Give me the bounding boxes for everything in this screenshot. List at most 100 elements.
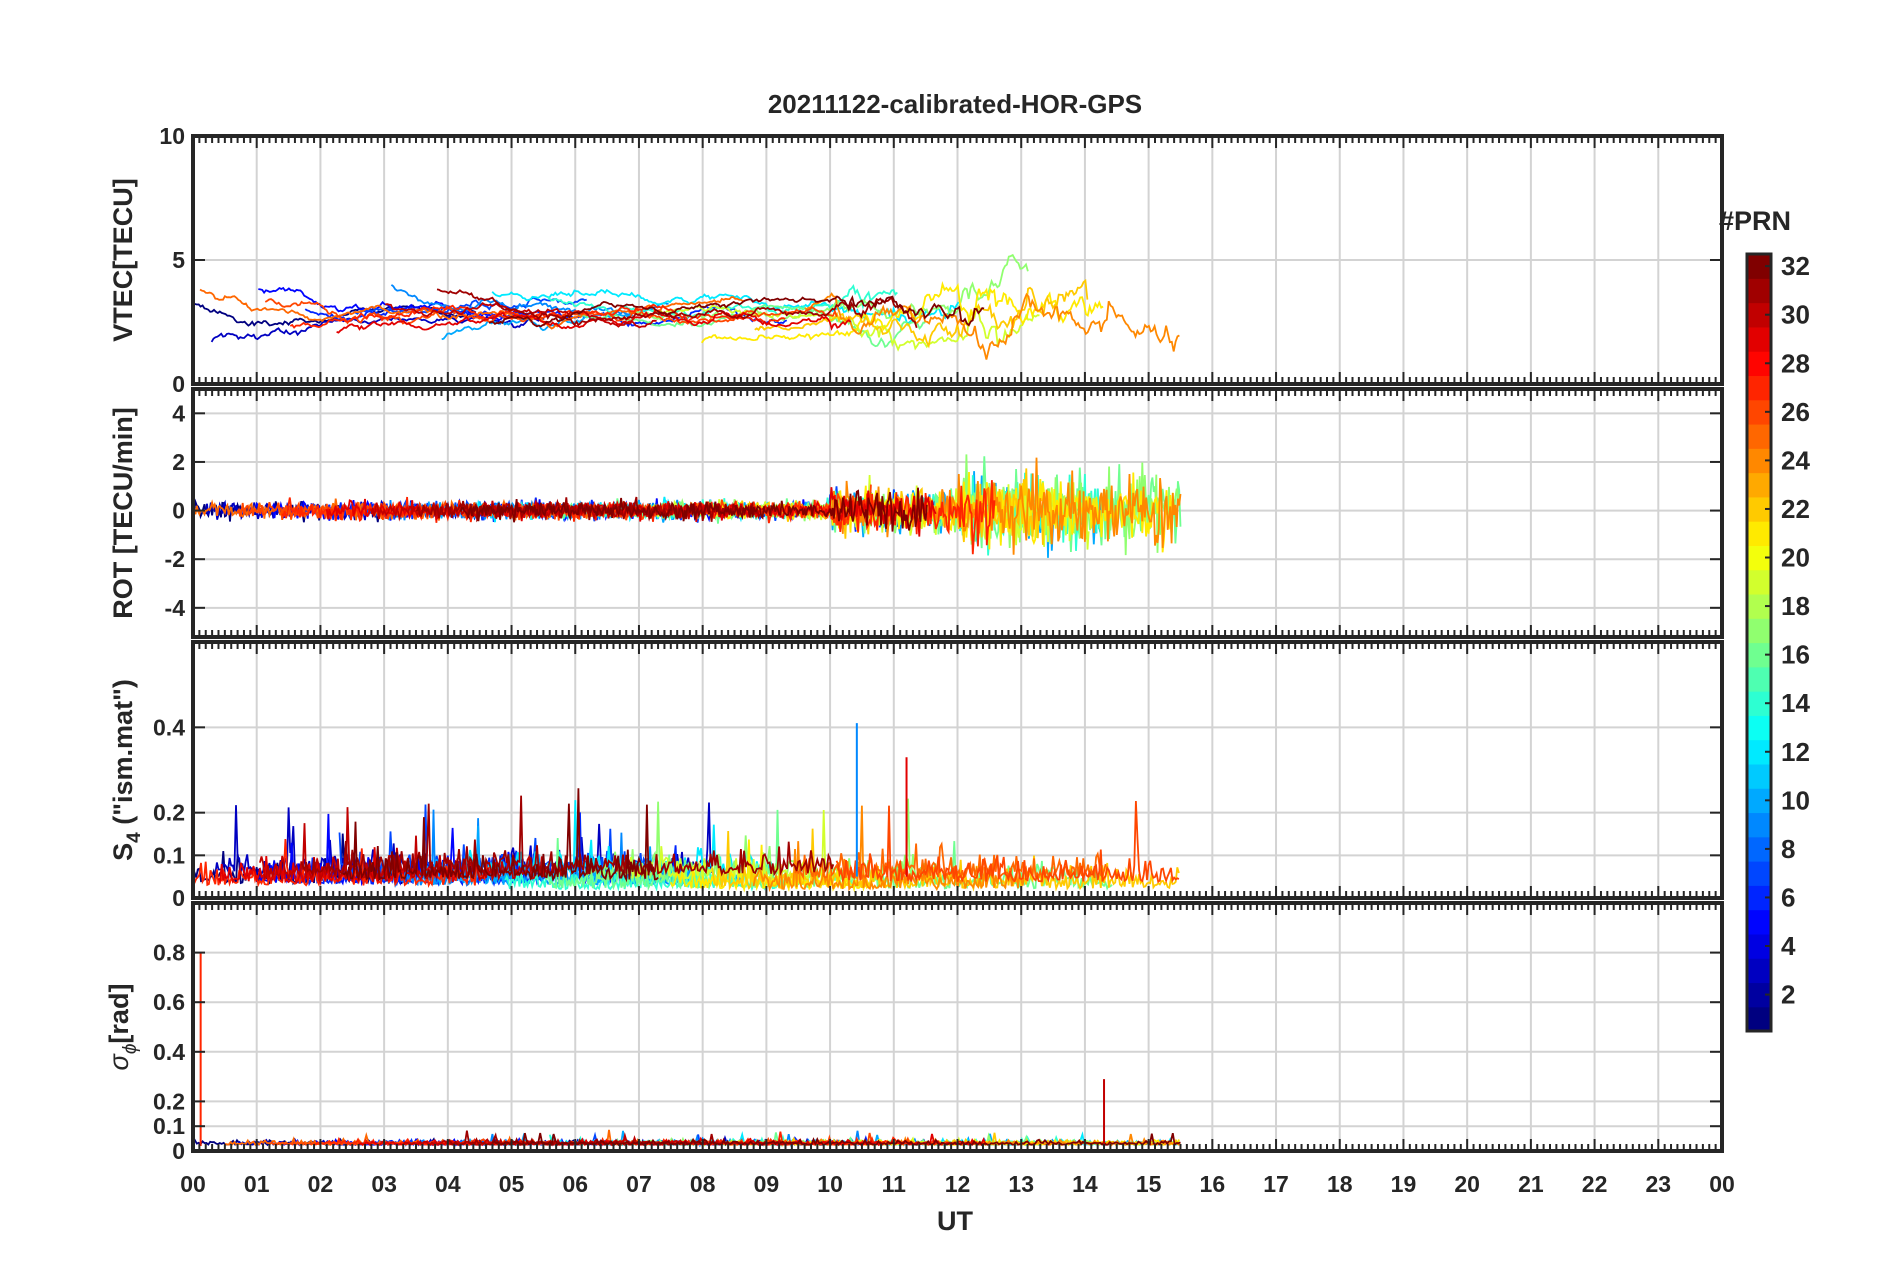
x-tick-label: 16 [1200, 1171, 1226, 1197]
x-tick-label: 00 [180, 1171, 206, 1197]
series-group [193, 723, 1180, 893]
colorbar-segment [1747, 278, 1771, 304]
y-axis-label-main: S [108, 843, 138, 861]
y-axis-label: ROT [TECU/min] [108, 407, 138, 618]
colorbar-segment [1747, 812, 1771, 838]
x-tick-labels: 00 01 02 03 04 05 06 07 08 09 10 11 12 13 14 15 16 17 18 19… [180, 1171, 1735, 1197]
x-tick-label: 23 [1645, 1171, 1671, 1197]
colorbar-tick-label: 2 [1781, 980, 1795, 1010]
x-tick-label: 06 [562, 1171, 588, 1197]
y-tick-label: 0 [172, 371, 185, 397]
colorbar-tick-label: 8 [1781, 834, 1795, 864]
x-tick-label: 18 [1327, 1171, 1353, 1197]
y-axis-label: VTEC[TECU] [108, 178, 138, 342]
x-axis-label: UT [937, 1206, 973, 1236]
series-prn-32 [342, 788, 659, 883]
y-tick-label: -2 [165, 546, 185, 572]
series-prn-26 [835, 800, 1180, 884]
y-axis-label-sub: ϕ [120, 1044, 141, 1055]
y-axis-label: S4 ("ism.mat") [108, 679, 145, 861]
x-tick-label: 04 [435, 1171, 461, 1197]
series-prn-26 [236, 484, 872, 527]
x-tick-label: 21 [1518, 1171, 1544, 1197]
colorbar-segment [1747, 909, 1771, 935]
colorbar-segment [1747, 472, 1771, 498]
y-tick-label: 0.4 [153, 714, 185, 740]
y-tick-label: 0 [172, 1138, 185, 1164]
series-prn-7 [353, 296, 587, 316]
colorbar-segment [1747, 569, 1771, 595]
y-tick-label: 0.4 [153, 1039, 185, 1065]
x-tick-label: 13 [1008, 1171, 1034, 1197]
x-tick-label: 07 [626, 1171, 652, 1197]
x-tick-label: 17 [1263, 1171, 1289, 1197]
y-tick-label: -4 [165, 595, 186, 621]
series-group [193, 454, 1182, 558]
y-tick-label: 0.2 [153, 1088, 185, 1114]
colorbar-tick-label: 4 [1781, 931, 1796, 961]
panel-vtec: 0 5 10 VTEC[TECU] [108, 123, 1724, 397]
colorbar-segment [1747, 521, 1771, 546]
colorbar-tick-label: 10 [1781, 785, 1810, 815]
panel-s4: 0 0.1 0.2 0.4 S4 ("ism.mat") [108, 640, 1724, 911]
x-tick-label: 10 [817, 1171, 843, 1197]
colorbar-segment [1747, 618, 1771, 644]
chart-title: 20211122-calibrated-HOR-GPS [768, 89, 1142, 119]
colorbar-tick-label: 30 [1781, 300, 1810, 330]
colorbar-segment [1747, 861, 1771, 886]
colorbar-segment [1747, 375, 1771, 401]
series-prn-16 [579, 303, 926, 349]
y-tick-label: 0.1 [153, 842, 185, 868]
y-tick-label: 0.2 [153, 800, 185, 826]
colorbar-tick-label: 6 [1781, 882, 1795, 912]
colorbar-tick-label: 26 [1781, 397, 1810, 427]
series-prn-32 [459, 487, 928, 532]
colorbar-tick-label: 12 [1781, 737, 1810, 767]
colorbar-tick-label: 28 [1781, 348, 1810, 378]
colorbar-tick-label: 24 [1781, 445, 1810, 475]
colorbar-tick-label: 14 [1781, 688, 1810, 718]
colorbar-segment [1747, 423, 1771, 449]
y-tick-label: 0.1 [153, 1113, 185, 1139]
colorbar-label: #PRN [1719, 206, 1791, 236]
series-prn-27 [193, 838, 491, 889]
x-tick-label: 08 [690, 1171, 716, 1197]
y-tick-label: 0 [172, 498, 185, 524]
series-prn-21 [669, 839, 876, 893]
y-tick-label: 0.8 [153, 940, 185, 966]
x-tick-label: 19 [1391, 1171, 1417, 1197]
x-tick-label: 00 [1709, 1171, 1735, 1197]
x-tick-label: 14 [1072, 1171, 1098, 1197]
x-tick-label: 02 [308, 1171, 334, 1197]
x-tick-label: 11 [882, 1171, 907, 1197]
colorbar-segment [1747, 958, 1771, 984]
x-tick-label: 09 [754, 1171, 780, 1197]
y-tick-label: 10 [159, 123, 185, 149]
x-tick-label: 20 [1454, 1171, 1480, 1197]
x-tick-label: 22 [1582, 1171, 1608, 1197]
colorbar-segment [1747, 326, 1771, 352]
series-prn-22 [754, 278, 1089, 349]
colorbar-segment [1747, 666, 1771, 692]
x-tick-label: 05 [499, 1171, 525, 1197]
y-tick-label: 5 [172, 247, 185, 273]
y-axis-label: σϕ[rad] [104, 984, 141, 1071]
colorbar-tick-label: 20 [1781, 543, 1810, 573]
panel-rot: -4 -2 0 2 4 ROT [TECU/min] [108, 387, 1724, 639]
colorbar-tick-label: 32 [1781, 251, 1810, 281]
colorbar-tick-label: 16 [1781, 640, 1810, 670]
colorbar-frame [1745, 252, 1773, 1033]
y-axis-label-rest: [rad] [104, 984, 134, 1044]
y-tick-label: 4 [172, 400, 185, 426]
colorbar-tick-label: 18 [1781, 591, 1810, 621]
x-tick-label: 03 [371, 1171, 397, 1197]
series-prn-31 [436, 288, 918, 329]
y-axis-label-main: σ [104, 1052, 134, 1070]
panel-sigma_phi: 00.10.2 0.4 0.6 0.8 σϕ[rad] [104, 901, 1724, 1164]
y-axis-label-sub: 4 [124, 832, 145, 843]
colorbar-segment [1747, 1006, 1771, 1032]
series-prn-24 [804, 292, 1180, 360]
